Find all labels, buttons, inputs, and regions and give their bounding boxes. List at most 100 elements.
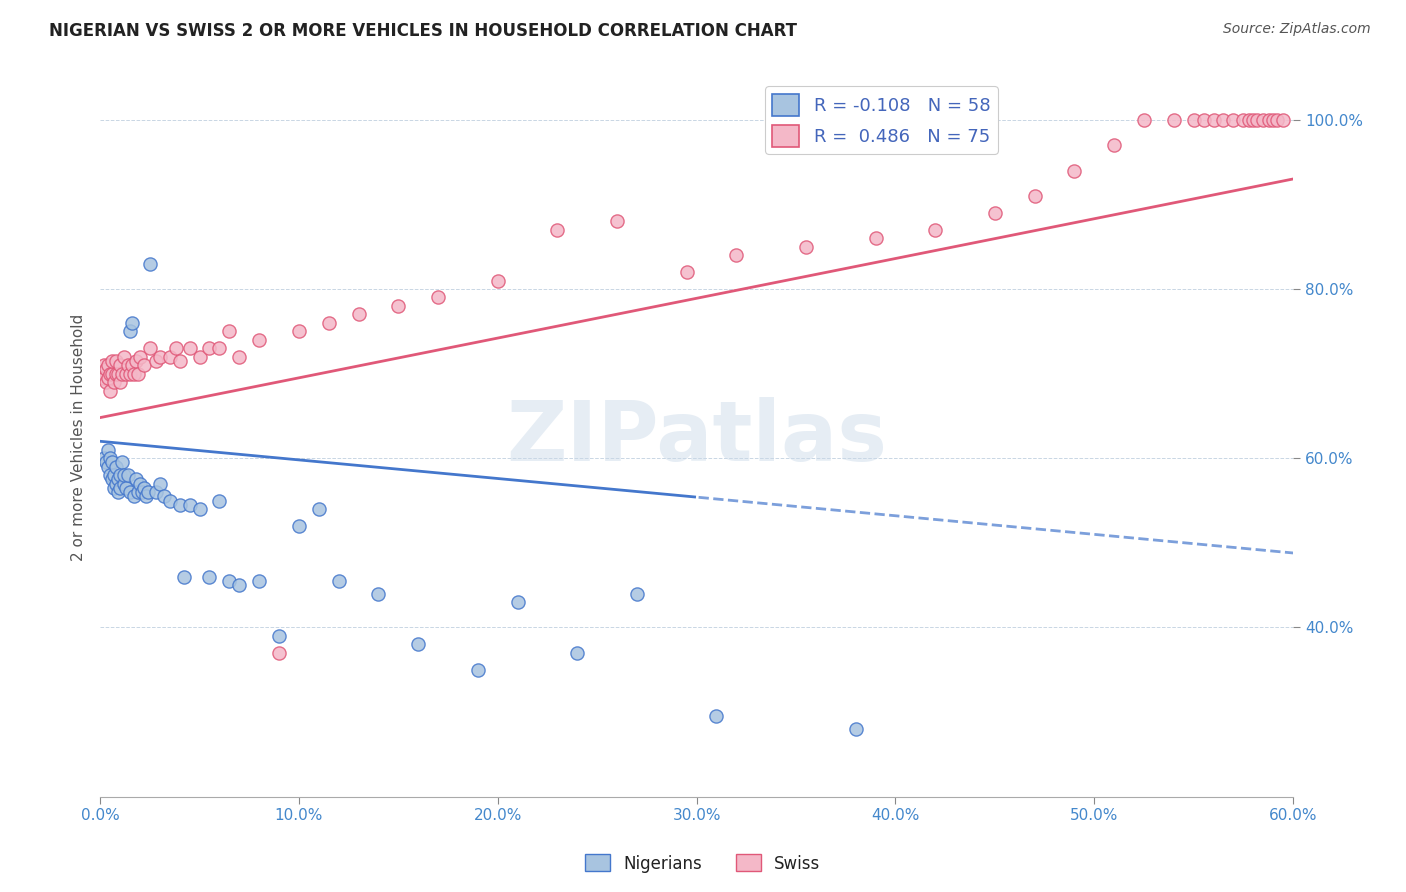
Y-axis label: 2 or more Vehicles in Household: 2 or more Vehicles in Household — [72, 313, 86, 561]
Point — [328, 574, 350, 588]
Point — [308, 502, 330, 516]
Point — [1192, 112, 1215, 127]
Point — [117, 358, 139, 372]
Point — [111, 455, 134, 469]
Point — [98, 384, 121, 398]
Point — [1182, 112, 1205, 127]
Point — [706, 709, 728, 723]
Point — [179, 341, 201, 355]
Point — [117, 468, 139, 483]
Point — [169, 498, 191, 512]
Point — [149, 350, 172, 364]
Point — [165, 341, 187, 355]
Point — [218, 574, 240, 588]
Point — [98, 468, 121, 483]
Point — [288, 324, 311, 338]
Point — [112, 350, 135, 364]
Point — [127, 367, 149, 381]
Point — [149, 476, 172, 491]
Point — [1102, 138, 1125, 153]
Point — [103, 375, 125, 389]
Point — [118, 367, 141, 381]
Point — [198, 341, 221, 355]
Point — [115, 481, 138, 495]
Point — [506, 595, 529, 609]
Point — [228, 350, 250, 364]
Point — [97, 371, 120, 385]
Point — [288, 519, 311, 533]
Point — [367, 586, 389, 600]
Point — [606, 214, 628, 228]
Point — [132, 358, 155, 372]
Point — [1263, 112, 1285, 127]
Text: Source: ZipAtlas.com: Source: ZipAtlas.com — [1223, 22, 1371, 37]
Point — [125, 472, 148, 486]
Point — [1251, 112, 1274, 127]
Point — [101, 367, 124, 381]
Point — [112, 476, 135, 491]
Point — [131, 485, 153, 500]
Point — [98, 451, 121, 466]
Point — [984, 206, 1007, 220]
Point — [93, 358, 115, 372]
Point — [101, 354, 124, 368]
Point — [127, 485, 149, 500]
Text: NIGERIAN VS SWISS 2 OR MORE VEHICLES IN HOUSEHOLD CORRELATION CHART: NIGERIAN VS SWISS 2 OR MORE VEHICLES IN … — [49, 22, 797, 40]
Point — [169, 354, 191, 368]
Point — [105, 459, 128, 474]
Point — [139, 341, 162, 355]
Point — [467, 663, 489, 677]
Point — [93, 371, 115, 385]
Point — [97, 459, 120, 474]
Point — [725, 248, 748, 262]
Point — [136, 485, 159, 500]
Point — [107, 485, 129, 500]
Point — [247, 574, 270, 588]
Point — [103, 481, 125, 495]
Point — [347, 307, 370, 321]
Point — [111, 367, 134, 381]
Point — [1265, 112, 1288, 127]
Point — [247, 333, 270, 347]
Point — [208, 493, 231, 508]
Point — [1246, 112, 1268, 127]
Point — [675, 265, 697, 279]
Point — [626, 586, 648, 600]
Point — [159, 493, 181, 508]
Point — [105, 367, 128, 381]
Point — [132, 481, 155, 495]
Point — [101, 472, 124, 486]
Point — [139, 257, 162, 271]
Point — [105, 476, 128, 491]
Point — [318, 316, 340, 330]
Point — [145, 354, 167, 368]
Point — [794, 240, 817, 254]
Point — [97, 442, 120, 457]
Point — [267, 646, 290, 660]
Point — [108, 375, 131, 389]
Point — [152, 489, 174, 503]
Point — [1241, 112, 1264, 127]
Point — [115, 367, 138, 381]
Point — [94, 375, 117, 389]
Point — [1272, 112, 1295, 127]
Point — [101, 455, 124, 469]
Point — [108, 468, 131, 483]
Point — [1202, 112, 1225, 127]
Text: ZIPatlas: ZIPatlas — [506, 397, 887, 477]
Point — [218, 324, 240, 338]
Point — [98, 367, 121, 381]
Legend: Nigerians, Swiss: Nigerians, Swiss — [579, 847, 827, 880]
Point — [128, 350, 150, 364]
Point — [865, 231, 887, 245]
Point — [108, 481, 131, 495]
Point — [1063, 163, 1085, 178]
Point — [267, 629, 290, 643]
Point — [208, 341, 231, 355]
Point — [108, 358, 131, 372]
Point — [122, 367, 145, 381]
Point — [1239, 112, 1261, 127]
Point — [567, 646, 589, 660]
Point — [486, 273, 509, 287]
Point — [94, 362, 117, 376]
